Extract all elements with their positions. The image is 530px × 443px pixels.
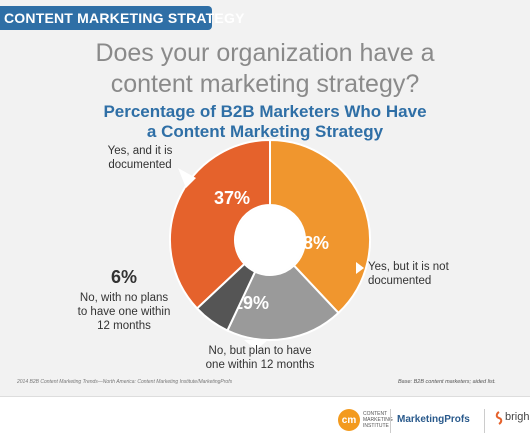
donut-slice	[195, 262, 257, 332]
brightcove-logo: brigh	[505, 411, 530, 423]
slice-category-label-line: one within 12 months	[206, 359, 315, 371]
cmi-logo-icon: cm	[338, 409, 360, 431]
headline: Does your organization have a content ma…	[0, 38, 530, 100]
logo-divider	[390, 409, 391, 433]
footer-logos: cm CONTENT MARKETING INSTITUTE Marketing…	[0, 396, 530, 443]
slice-category-label-line: No, with no plans	[80, 292, 168, 304]
slice-category-label-line: No, but plan to have	[209, 345, 312, 357]
slice-category-label: No, with no plans to have one within 12 mo…	[78, 292, 171, 332]
cmi-logo-text: CONTENT MARKETING INSTITUTE	[363, 411, 393, 429]
banner-text: CONTENT MARKETING STRATEGY	[4, 10, 245, 26]
donut-hole	[236, 206, 304, 274]
chart-title-line-1: Percentage of B2B Marketers Who Have	[103, 102, 427, 121]
callout-pointer	[178, 168, 196, 188]
headline-line-1: Does your organization have a	[95, 39, 435, 67]
source-note: 2014 B2B Content Marketing Trends—North …	[17, 379, 233, 385]
logo-divider	[484, 409, 485, 433]
slice-category-label: Yes, and it is documented	[108, 145, 173, 171]
donut-slice	[226, 264, 340, 341]
slice-category-label-line: documented	[368, 275, 431, 287]
slice-category-label: Yes, but it is not documented	[368, 261, 450, 287]
donut-slice	[269, 138, 371, 315]
chart-title: Percentage of B2B Marketers Who Have a C…	[0, 102, 530, 142]
headline-line-2: content marketing strategy?	[110, 70, 420, 98]
donut-slice	[169, 138, 271, 310]
slice-category-label-line: Yes, but it is not	[368, 261, 450, 273]
slice-value-label: 37%	[214, 188, 250, 208]
section-banner: CONTENT MARKETING STRATEGY	[0, 6, 244, 30]
brightcove-logo-icon	[495, 411, 503, 425]
slice-value-label: 6%	[111, 267, 137, 287]
slice-category-label-line: documented	[108, 159, 171, 171]
slice-category-label-line: 12 months	[97, 320, 151, 332]
chart-title-line-2: a Content Marketing Strategy	[146, 122, 384, 141]
callout-pointer	[244, 340, 268, 350]
slice-category-label-line: Yes, and it is	[108, 145, 173, 157]
base-note: Base: B2B content marketers; aided list.	[398, 379, 496, 385]
slice-category-label: No, but plan to have one within 12 months	[206, 345, 315, 371]
slice-category-label-line: to have one within	[78, 306, 171, 318]
marketingprofs-logo: MarketingProfs	[397, 414, 470, 425]
cmi-logo: cm CONTENT MARKETING INSTITUTE	[338, 409, 405, 431]
callout-pointer	[356, 262, 364, 274]
